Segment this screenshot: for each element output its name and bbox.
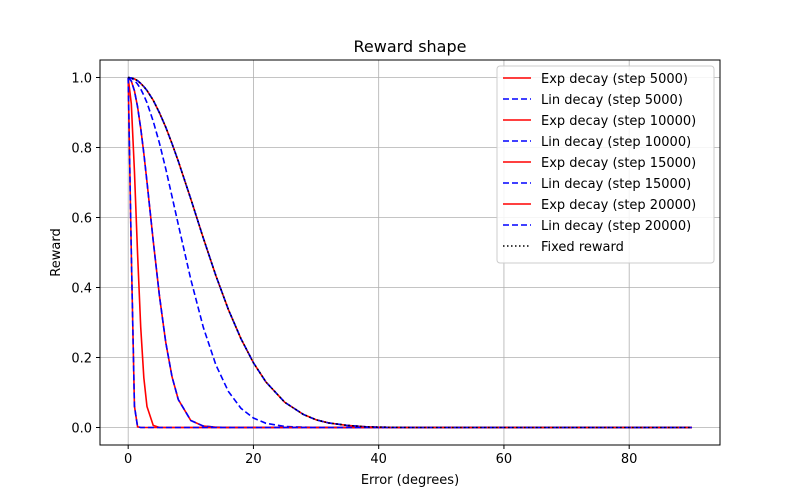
series-line [128, 76, 692, 429]
legend-label: Exp decay (step 5000) [541, 72, 688, 87]
y-tick-label: 0.6 [71, 212, 92, 227]
y-tick-label: 0.8 [71, 142, 92, 157]
legend-label: Lin decay (step 20000) [541, 219, 691, 234]
x-tick-label: 40 [370, 452, 387, 467]
x-tick-label: 0 [124, 452, 132, 467]
axes-frame [99, 59, 721, 446]
chart-title: Reward shape [354, 37, 467, 56]
axis-ticks: 0 20 40 60 80 0.0 0.2 0.4 0.6 0.8 1.0 [71, 72, 637, 468]
y-tick-label: 0.4 [71, 282, 92, 297]
legend-label: Lin decay (step 5000) [541, 93, 683, 108]
legend-label: Exp decay (step 10000) [541, 114, 696, 129]
x-tick-label: 80 [621, 452, 638, 467]
legend-label: Exp decay (step 20000) [541, 198, 696, 213]
series-lines [127, 76, 692, 429]
series-line [128, 76, 692, 429]
y-tick-label: 1.0 [71, 72, 92, 87]
y-tick-label: 0.0 [71, 422, 92, 437]
legend-label: Fixed reward [541, 240, 624, 255]
x-tick-label: 20 [245, 452, 262, 467]
legend: Exp decay (step 5000) Lin decay (step 500… [496, 65, 715, 264]
x-axis-label: Error (degrees) [361, 473, 459, 488]
y-tick-label: 0.2 [71, 352, 92, 367]
x-tick-label: 60 [496, 452, 513, 467]
legend-label: Lin decay (step 15000) [541, 177, 691, 192]
legend-label: Lin decay (step 10000) [541, 135, 691, 150]
y-axis-label: Reward [49, 228, 64, 276]
legend-label: Exp decay (step 15000) [541, 156, 696, 171]
legend-box [496, 65, 715, 264]
